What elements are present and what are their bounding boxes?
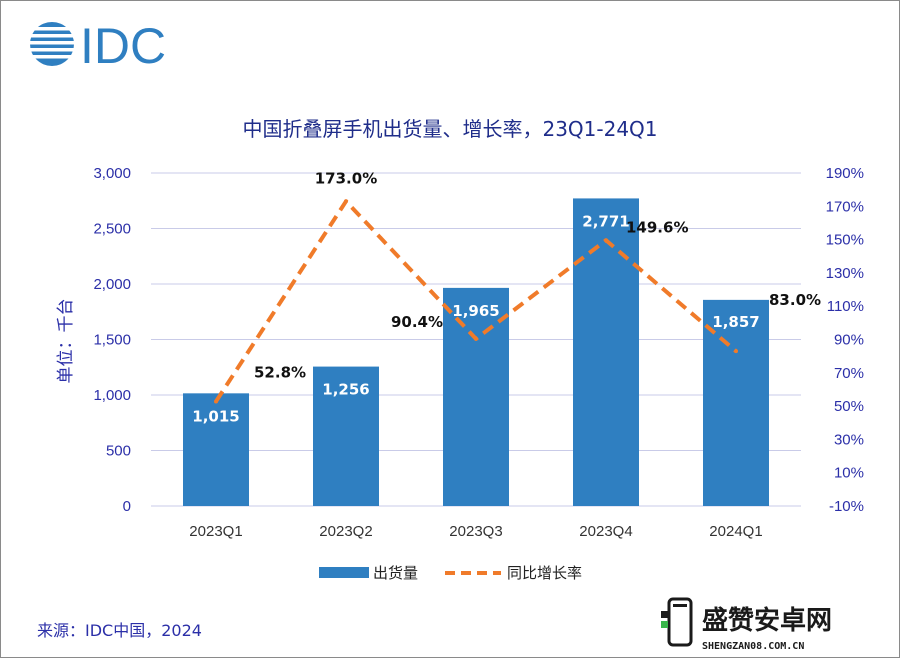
right-tick-label: 190% [826, 165, 864, 182]
bar [313, 366, 379, 506]
x-tick-label: 2023Q2 [319, 523, 372, 540]
left-tick-label: 1,500 [93, 332, 131, 349]
globe-icon [28, 22, 76, 66]
rate-value-label: 149.6% [626, 218, 688, 236]
x-tick-label: 2023Q1 [189, 523, 242, 540]
legend-bar-swatch [319, 567, 369, 578]
line-series: 52.8% 173.0% 90.4% 149.6% 83.0% [214, 169, 821, 404]
x-axis: 2023Q1 2023Q2 2023Q3 2023Q4 2024Q1 [189, 523, 762, 540]
line-point [604, 238, 608, 243]
chart-title: 中国折叠屏手机出货量、增长率，23Q1-24Q1 [242, 117, 657, 141]
x-tick-label: 2023Q3 [449, 523, 502, 540]
line-point [214, 399, 218, 404]
bar [183, 393, 249, 506]
bar-value-label: 2,771 [582, 212, 629, 230]
right-tick-label: -10% [829, 498, 864, 515]
bar-series: 1,015 1,256 1,965 2,771 1,857 [183, 198, 769, 506]
x-tick-label: 2024Q1 [709, 523, 762, 540]
bar [443, 287, 509, 506]
legend-line-label: 同比增长率 [507, 564, 582, 582]
bar [573, 198, 639, 506]
watermark-url: SHENGZAN08.COM.CN [702, 641, 804, 652]
bar-value-label: 1,256 [322, 381, 369, 399]
line-point [474, 336, 478, 341]
left-tick-label: 2,500 [93, 221, 131, 238]
x-tick-label: 2023Q4 [579, 523, 632, 540]
rate-value-label: 83.0% [769, 291, 821, 309]
left-axis: 0 500 1,000 1,500 2,000 2,500 3,000 [93, 165, 131, 515]
phone-icon [661, 597, 693, 647]
right-tick-label: 150% [826, 232, 864, 249]
right-tick-label: 10% [834, 465, 864, 482]
bar-value-label: 1,015 [192, 407, 239, 425]
y-axis-label: 单位：千台 [56, 299, 76, 384]
bar-value-label: 1,857 [712, 313, 759, 331]
idc-logo: IDC [28, 18, 166, 74]
left-tick-label: 2,000 [93, 276, 131, 293]
right-tick-label: 130% [826, 265, 864, 282]
left-tick-label: 0 [123, 498, 131, 515]
right-tick-label: 170% [826, 198, 864, 215]
rate-value-label: 173.0% [315, 169, 377, 187]
watermark-name: 盛赞安卓网 [702, 605, 832, 636]
rate-value-label: 52.8% [254, 363, 306, 381]
right-tick-label: 110% [827, 298, 864, 315]
right-tick-label: 70% [834, 365, 864, 382]
bar [703, 299, 769, 506]
legend: 出货量 同比增长率 [319, 564, 582, 582]
right-axis: -10% 10% 30% 50% 70% 90% 110% 130% 150% 170% 190% [826, 165, 864, 515]
line-point [734, 349, 738, 354]
line-point [344, 199, 348, 204]
source-note: 来源：IDC中国，2024 [37, 621, 202, 640]
rate-value-label: 90.4% [391, 313, 443, 331]
logo-text: IDC [80, 18, 166, 74]
left-tick-label: 3,000 [93, 165, 131, 182]
right-tick-label: 50% [834, 398, 864, 415]
bar-value-label: 1,965 [452, 302, 499, 320]
legend-bar-label: 出货量 [373, 564, 418, 582]
site-watermark: 盛赞安卓网 SHENGZAN08.COM.CN [661, 597, 832, 652]
left-tick-label: 500 [106, 443, 131, 460]
left-tick-label: 1,000 [93, 387, 131, 404]
right-tick-label: 30% [834, 431, 864, 448]
right-tick-label: 90% [834, 332, 864, 349]
